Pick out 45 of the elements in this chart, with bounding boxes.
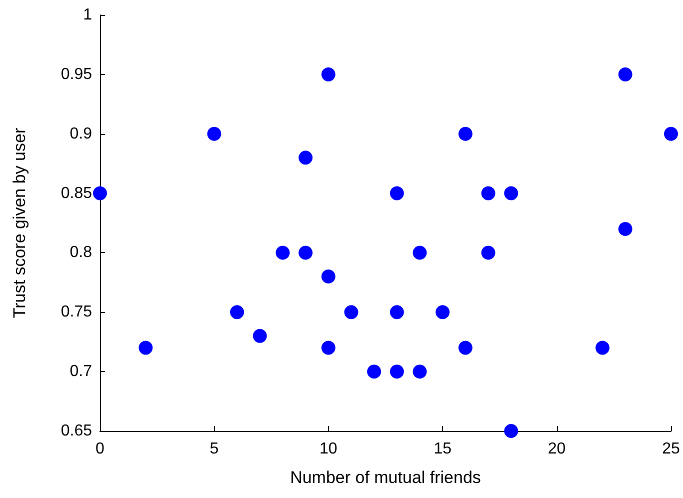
point xyxy=(618,222,632,236)
point xyxy=(458,126,472,141)
point xyxy=(276,246,290,260)
y-tick-label: 1 xyxy=(83,6,92,24)
x-axis-title: Number of mutual friends xyxy=(290,468,481,487)
point xyxy=(230,305,244,320)
point xyxy=(664,126,678,141)
x-tick-label: 20 xyxy=(548,440,566,458)
point xyxy=(481,186,496,200)
point xyxy=(390,364,404,379)
point xyxy=(504,186,518,200)
y-tick-label: 0.7 xyxy=(70,363,92,380)
x-tick-label: 25 xyxy=(662,440,680,458)
point xyxy=(390,186,404,200)
y-axis-title: Trust score given by user xyxy=(10,128,29,318)
point xyxy=(412,364,427,379)
point xyxy=(436,305,450,320)
point xyxy=(390,305,404,320)
x-tick-label: 0 xyxy=(96,440,105,458)
point xyxy=(458,340,472,355)
point xyxy=(618,67,632,82)
point xyxy=(481,246,496,260)
point xyxy=(344,305,358,320)
x-tick-label: 15 xyxy=(434,440,452,458)
point xyxy=(504,424,518,438)
point xyxy=(595,340,610,355)
point xyxy=(138,340,153,355)
y-tick-label: 0.8 xyxy=(70,244,92,262)
point xyxy=(93,186,107,200)
y-tick-label: 0.95 xyxy=(60,66,92,83)
point xyxy=(321,340,336,355)
y-tick-label: 0.75 xyxy=(60,304,92,321)
point xyxy=(298,246,313,260)
point xyxy=(207,126,222,141)
y-tick-label: 0.9 xyxy=(70,125,92,142)
x-tick-label: 5 xyxy=(210,440,219,458)
point xyxy=(252,328,267,343)
point xyxy=(298,150,313,165)
point xyxy=(321,67,336,82)
point xyxy=(321,269,336,284)
point xyxy=(367,364,382,379)
x-tick-label: 10 xyxy=(320,440,338,458)
point xyxy=(412,246,427,260)
y-tick-label: 0.85 xyxy=(60,184,92,202)
y-tick-label: 0.65 xyxy=(60,422,92,440)
